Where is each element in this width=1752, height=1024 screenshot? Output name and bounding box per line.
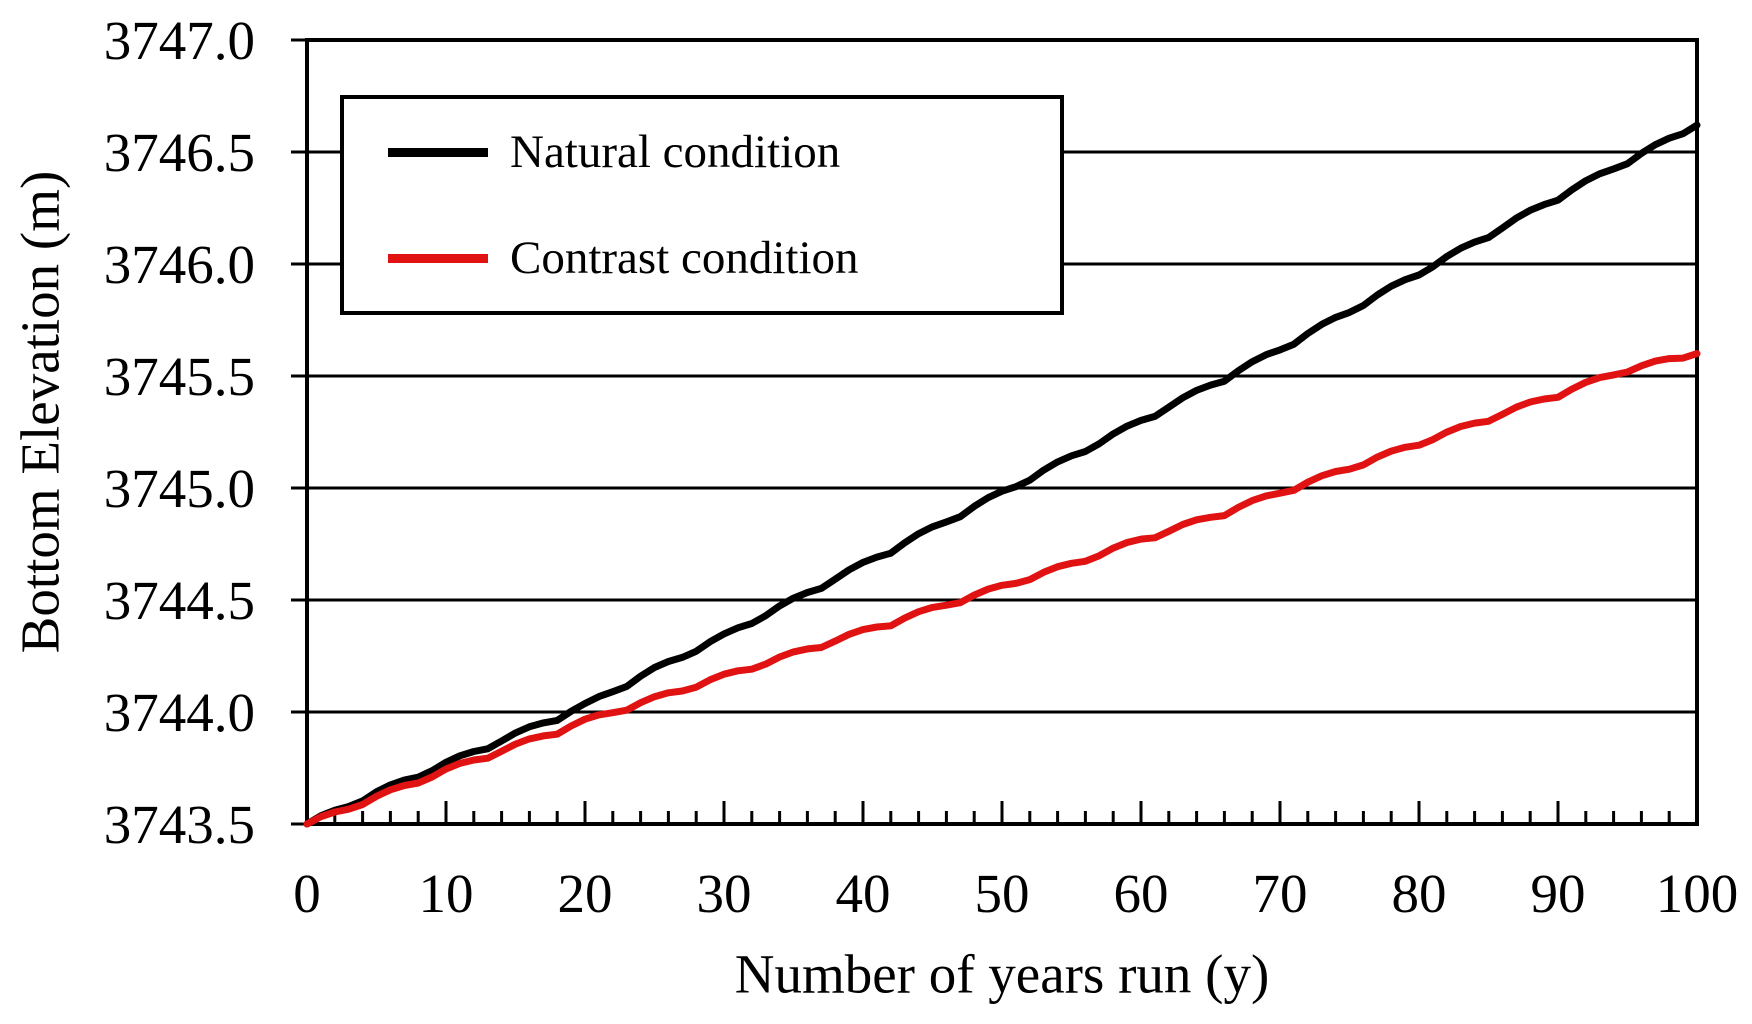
- legend-label-natural: Natural condition: [510, 125, 841, 178]
- x-axis-title: Number of years run (y): [734, 943, 1270, 1005]
- x-tick-label: 40: [835, 863, 891, 924]
- series-line-natural: [303, 121, 1701, 828]
- plot-border: [305, 38, 1699, 826]
- legend-line-sample-natural: [388, 147, 488, 157]
- y-tick-label: 3746.5: [103, 122, 255, 183]
- x-tick-label: 90: [1530, 863, 1586, 924]
- legend-item-natural: Natural condition: [388, 125, 1060, 178]
- x-tick-label: 70: [1252, 863, 1308, 924]
- x-tick-label: 60: [1113, 863, 1169, 924]
- y-tick-label: 3745.0: [103, 458, 255, 519]
- y-tick-label: 3747.0: [103, 10, 255, 71]
- legend: Natural condition Contrast condition: [340, 95, 1064, 315]
- x-tick-label: 100: [1655, 863, 1739, 924]
- x-tick-label: 50: [974, 863, 1030, 924]
- x-tick-label: 30: [696, 863, 752, 924]
- legend-label-contrast: Contrast condition: [510, 231, 859, 284]
- series-line-contrast: [303, 350, 1701, 828]
- legend-line-sample-contrast: [388, 253, 488, 263]
- x-tick-label: 80: [1391, 863, 1447, 924]
- y-tick-label: 3743.5: [103, 794, 255, 855]
- y-tick-label: 3744.0: [103, 682, 255, 743]
- x-tick-label: 0: [293, 863, 321, 924]
- y-axis-title: Bottom Elevation (m): [9, 170, 71, 654]
- legend-item-contrast: Contrast condition: [388, 231, 1060, 284]
- y-tick-label: 3746.0: [103, 234, 255, 295]
- y-tick-label: 3744.5: [103, 570, 255, 631]
- x-tick-label: 20: [557, 863, 613, 924]
- x-tick-label: 10: [418, 863, 474, 924]
- y-tick-label: 3745.5: [103, 346, 255, 407]
